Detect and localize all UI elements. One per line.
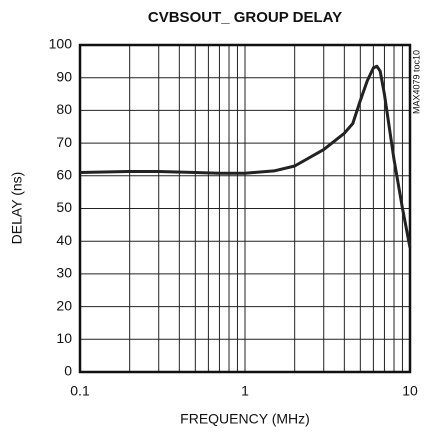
y-tick-label: 70 (56, 134, 72, 150)
annotation: MAX4079 toc10 (411, 50, 421, 114)
x-tick-label: 0.1 (70, 383, 90, 399)
x-axis-label: FREQUENCY (MHz) (180, 411, 310, 427)
data-line (79, 64, 412, 248)
y-tick-label: 50 (56, 199, 72, 215)
y-tick-label: 20 (56, 297, 72, 313)
y-tick-label: 40 (56, 232, 72, 248)
y-tick-label: 80 (56, 101, 72, 117)
x-tick-label: 1 (241, 383, 249, 399)
x-tick-label: 10 (402, 383, 418, 399)
y-tick-label: 10 (56, 330, 72, 346)
y-tick-label: 0 (64, 363, 72, 379)
chart-title: CVBSOUT_ GROUP DELAY (148, 9, 342, 26)
y-tick-label: 100 (49, 36, 73, 52)
y-tick-label: 90 (56, 68, 72, 84)
y-tick-label: 60 (56, 167, 72, 183)
y-axis-label: DELAY (ns) (9, 172, 25, 245)
y-tick-label: 30 (56, 265, 72, 281)
plot-frame (78, 43, 412, 374)
